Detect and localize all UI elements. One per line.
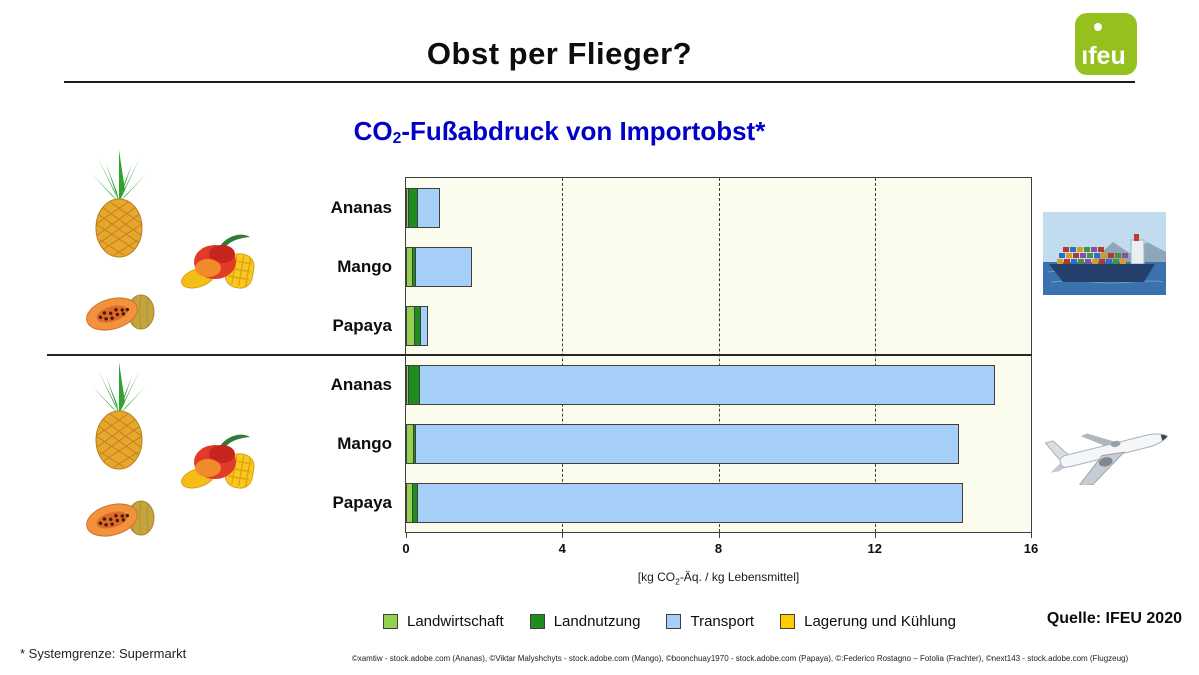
bar-segment-transport <box>414 246 472 287</box>
pineapple-plane-image <box>88 360 150 472</box>
bar-mango-ship <box>406 246 472 287</box>
title-divider <box>64 81 1135 83</box>
x-tick-label-0: 0 <box>402 541 410 556</box>
source-label: Quelle: IFEU 2020 <box>1046 610 1182 627</box>
logo-text: ıfeu <box>1081 42 1126 70</box>
bar-mango-plane <box>406 423 959 464</box>
chart-title-co: CO <box>353 116 393 146</box>
legend-label-landnutzung: Landnutzung <box>553 613 641 630</box>
row-label-papaya-plane: Papaya <box>332 492 392 512</box>
row-label-papaya-ship: Papaya <box>332 315 392 335</box>
legend-swatch-lagerung-und-kühlung <box>780 614 796 629</box>
bar-segment-transport <box>416 187 441 228</box>
x-axis-label-post: -Äq. / kg Lebensmittel] <box>679 570 800 584</box>
papaya-ship-image <box>82 291 155 337</box>
x-tick-label-8: 8 <box>714 541 723 556</box>
x-tick-mark-4 <box>562 533 564 538</box>
chart-title-rest: -Fußabdruck von Importobst <box>401 116 756 146</box>
airplane-photo <box>1045 415 1175 485</box>
x-axis-label-sub: 2 <box>675 576 680 587</box>
page-title: Obst per Flieger? <box>426 36 693 71</box>
x-tick-label-16: 16 <box>1023 541 1039 556</box>
bar-papaya-ship <box>406 305 429 346</box>
row-label-ananas-ship: Ananas <box>330 197 392 217</box>
x-tick-label-12: 12 <box>867 541 882 556</box>
bar-segment-transport <box>419 305 429 346</box>
row-label-mango-ship: Mango <box>337 256 392 276</box>
row-label-ananas-plane: Ananas <box>330 374 392 394</box>
bar-segment-transport <box>414 423 959 464</box>
x-tick-mark-8 <box>718 533 720 538</box>
legend-item-landwirtschaft: Landwirtschaft <box>383 613 504 630</box>
bar-segment-transport <box>418 364 995 405</box>
legend-item-transport: Transport <box>666 613 754 630</box>
legend-item-landnutzung: Landnutzung <box>529 613 641 630</box>
bar-ananas-ship <box>406 187 441 228</box>
legend: Landwirtschaft Landnutzung Transport Lageru… <box>383 613 956 630</box>
pineapple-ship-image <box>88 148 150 260</box>
papaya-plane-image <box>82 497 155 543</box>
x-axis-label: [kg CO2-Äq. / kg Lebensmittel] <box>568 570 869 586</box>
legend-label-transport: Transport <box>690 613 755 630</box>
bar-segment-transport <box>416 482 963 523</box>
x-tick-label-4: 4 <box>558 541 566 556</box>
mango-ship-image <box>180 233 257 292</box>
x-tick-mark-16 <box>1031 533 1032 538</box>
ifeu-logo: ıfeu <box>1075 13 1137 75</box>
logo-dot-icon <box>1094 23 1102 31</box>
chart-title: CO2-Fußabdruck von Importobst* <box>60 116 1059 148</box>
x-axis-label-pre: [kg CO <box>637 570 676 584</box>
image-credits: ©xamtiw - stock.adobe.com (Ananas), ©Vik… <box>351 654 1129 663</box>
bar-papaya-plane <box>406 482 963 523</box>
x-tick-mark-0 <box>406 533 407 538</box>
legend-label-lagerung-und-kühlung: Lagerung und Kühlung <box>804 613 956 630</box>
legend-swatch-landnutzung <box>529 614 545 629</box>
chart-title-subscript: 2 <box>392 129 402 147</box>
legend-label-landwirtschaft: Landwirtschaft <box>407 613 504 630</box>
row-label-mango-plane: Mango <box>337 433 392 453</box>
legend-swatch-transport <box>666 614 682 629</box>
bar-ananas-plane <box>406 364 995 405</box>
group-separator-line <box>47 354 1032 356</box>
x-tick-mark-12 <box>874 533 876 538</box>
system-boundary-footnote: * Systemgrenze: Supermarkt <box>20 646 187 661</box>
container-ship-photo <box>1043 212 1166 295</box>
mango-plane-image <box>180 433 257 492</box>
legend-swatch-landwirtschaft <box>383 614 398 629</box>
legend-item-lagerung-und-kühlung: Lagerung und Kühlung <box>780 613 956 630</box>
chart-title-asterisk: * <box>755 116 766 146</box>
